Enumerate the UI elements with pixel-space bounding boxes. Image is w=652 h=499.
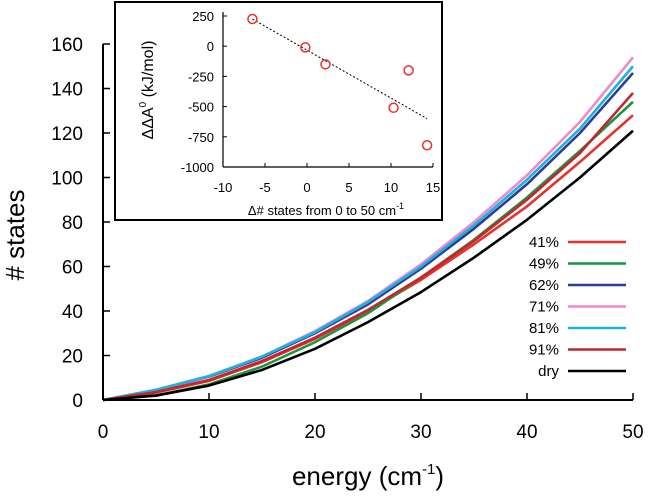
main-x-tick-label-3: 30 (410, 422, 431, 443)
inset-x-axis-label: Δ# states from 0 to 50 cm-1 (248, 201, 404, 218)
main-x-ticks: 0 10 20 30 40 50 (98, 393, 644, 443)
main-y-tick-label-4: 80 (62, 213, 83, 234)
inset-x-tick-label-1: -5 (259, 180, 271, 195)
legend-label-5: 91% (529, 342, 559, 359)
inset-y-tick-label-1: 0 (207, 39, 214, 54)
main-y-tick-label-0: 0 (72, 391, 83, 412)
inset-point-3 (388, 102, 399, 114)
main-y-tick-label-6: 120 (51, 124, 83, 145)
series-line-91pct (102, 92, 634, 402)
inset-plot: 250 0 -250 -500 -750 -1000 -10 -5 0 5 10 15 ΔΔA0 (… (114, 1, 443, 221)
series-line-81pct (102, 65, 634, 402)
series-line-dry (102, 129, 634, 402)
main-x-tick-label-4: 40 (516, 422, 537, 443)
inset-point-1 (300, 42, 311, 53)
main-y-tick-label-1: 20 (62, 347, 83, 368)
legend: 41% 49% 62% 71% 81% 91% dry (529, 234, 626, 380)
inset-point-0 (247, 13, 258, 25)
inset-x-tick-label-2: 0 (303, 180, 310, 195)
legend-label-2: 62% (529, 277, 559, 294)
inset-marks (247, 13, 433, 151)
inset-point-5 (421, 140, 433, 151)
main-series-group (102, 56, 635, 402)
inset-y-tick-label-3: -500 (188, 100, 214, 115)
main-y-tick-label-2: 40 (62, 302, 83, 323)
main-x-axis-label: energy (cm-1) (292, 461, 444, 491)
main-x-tick-label-1: 10 (198, 422, 219, 443)
inset-y-ticks: 250 0 -250 -500 -750 -1000 (181, 9, 227, 175)
inset-x-tick-label-5: 15 (426, 180, 440, 195)
inset-point-2 (320, 59, 331, 70)
legend-label-3: 71% (529, 299, 559, 316)
inset-x-ticks: -10 -5 0 5 10 15 (214, 163, 440, 195)
main-x-tick-label-2: 20 (304, 422, 325, 443)
inset-y-tick-label-5: -1000 (181, 160, 214, 175)
main-y-ticks: 0 20 40 60 80 100 120 140 160 (51, 35, 110, 412)
inset-x-tick-label-4: 10 (384, 180, 398, 195)
main-x-tick-label-0: 0 (98, 422, 109, 443)
inset-y-axis-label: ΔΔA0 (kJ/mol) (138, 41, 157, 140)
main-y-tick-label-3: 60 (62, 258, 83, 279)
inset-x-tick-label-3: 5 (345, 180, 352, 195)
main-x-tick-label-5: 50 (622, 422, 643, 443)
main-y-tick-label-8: 160 (51, 35, 83, 56)
inset-fit-line (252, 18, 428, 120)
legend-label-4: 81% (529, 320, 559, 337)
legend-label-1: 49% (529, 256, 559, 273)
legend-label-0: 41% (529, 234, 559, 251)
legend-label-6: dry (538, 363, 559, 380)
inset-frame (114, 1, 443, 221)
main-y-axis-label: # states (0, 189, 30, 280)
inset-x-tick-label-0: -10 (214, 180, 233, 195)
inset-point-4 (403, 65, 414, 76)
main-y-tick-label-7: 140 (51, 80, 83, 101)
inset-y-tick-label-2: -250 (188, 69, 214, 84)
inset-y-tick-label-0: 250 (192, 9, 214, 24)
inset-y-tick-label-4: -750 (188, 130, 214, 145)
main-y-tick-label-5: 100 (51, 169, 83, 190)
